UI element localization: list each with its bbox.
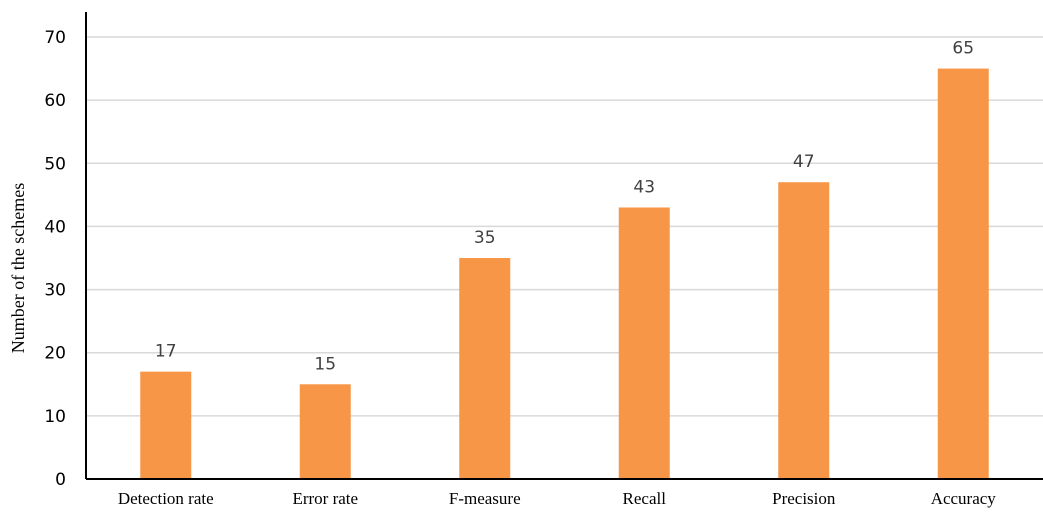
y-tick-labels: 0 10 20 30 40 50 60 70 <box>44 28 66 490</box>
y-tick-label: 40 <box>44 217 66 237</box>
bar <box>299 384 351 479</box>
y-tick-label: 10 <box>44 407 66 427</box>
gridlines <box>86 36 1043 417</box>
y-tick-label: 0 <box>55 470 66 490</box>
x-tick-label: Detection rate <box>118 489 214 508</box>
bar <box>618 207 670 479</box>
x-tick-label: Precision <box>772 489 836 508</box>
x-tick-label: Accuracy <box>931 489 997 508</box>
y-tick-label: 60 <box>44 91 66 111</box>
bar <box>778 182 830 479</box>
data-label: 47 <box>793 152 815 172</box>
y-tick-label: 70 <box>44 28 66 48</box>
data-label: 15 <box>314 354 336 374</box>
x-tick-label: Error rate <box>292 489 358 508</box>
bars <box>140 68 989 480</box>
y-axis-label: Number of the schemes <box>8 183 28 353</box>
data-label: 43 <box>633 177 655 197</box>
bar <box>937 68 989 480</box>
y-tick-label: 50 <box>44 154 66 174</box>
data-label: 17 <box>155 342 177 362</box>
bar <box>459 258 511 479</box>
y-tick-label: 20 <box>44 344 66 364</box>
x-tick-labels: Detection rate Error rate F-measure Recall P… <box>118 489 996 508</box>
data-label: 35 <box>474 228 496 248</box>
x-tick-label: F-measure <box>449 489 521 508</box>
bar <box>140 371 192 479</box>
x-tick-label: Recall <box>623 489 667 508</box>
y-tick-label: 30 <box>44 281 66 301</box>
data-labels: 17 15 35 43 47 65 <box>155 39 974 375</box>
data-label: 65 <box>952 39 974 59</box>
